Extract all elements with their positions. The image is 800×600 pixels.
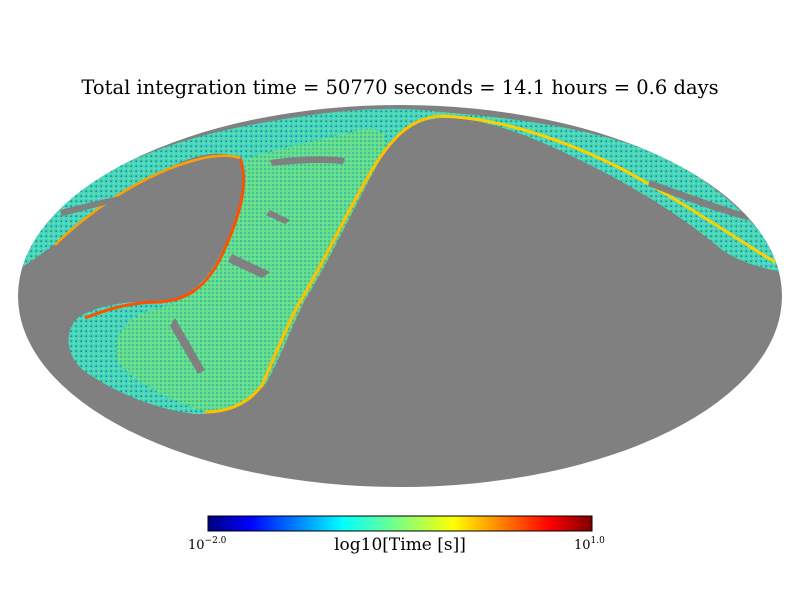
coverage-edge-high-2 xyxy=(204,114,441,414)
coverage-edge-peak xyxy=(84,157,246,320)
colorbar xyxy=(207,515,593,532)
gap-streak-1 xyxy=(228,254,270,278)
gap-streak-4 xyxy=(270,156,345,166)
gap-streak-3 xyxy=(648,180,750,220)
chart-title: Total integration time = 50770 seconds =… xyxy=(81,76,719,99)
unobserved-loop-interior xyxy=(79,163,240,302)
colorbar-min-tick: 10−2.0 xyxy=(188,536,227,553)
gap-streak-5 xyxy=(60,196,120,216)
gap-streak-2 xyxy=(170,318,205,374)
coverage-edge-high xyxy=(439,114,776,264)
gap-streak-6 xyxy=(266,210,290,224)
coverage-edge-peak-2 xyxy=(54,154,241,246)
colorbar-label: log10[Time [s]] xyxy=(334,535,466,555)
colorbar-max-tick: 101.0 xyxy=(574,536,605,553)
